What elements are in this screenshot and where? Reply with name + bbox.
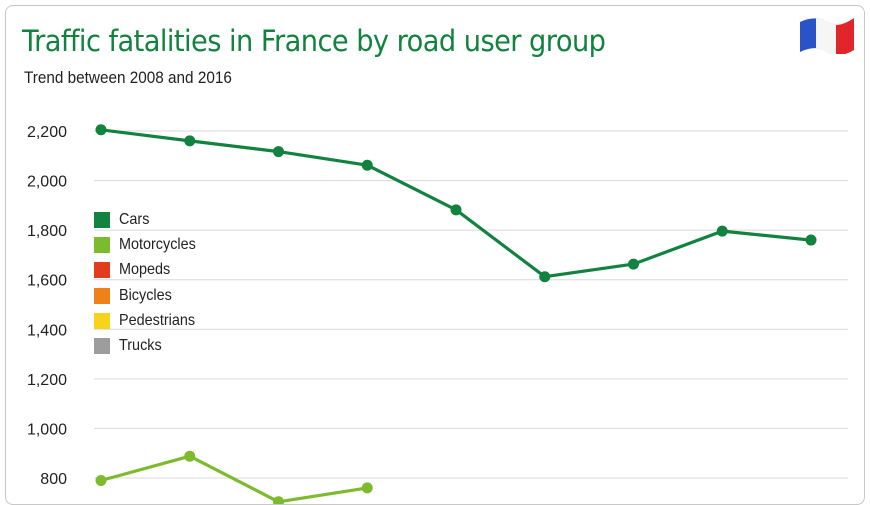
y-tick-label: 1,000: [27, 421, 67, 438]
y-tick-label: 2,200: [27, 124, 67, 141]
y-tick-label: 1,200: [27, 372, 67, 389]
legend-item-bicycles: Bicycles: [94, 283, 204, 308]
y-tick-label: 800: [40, 471, 67, 488]
y-tick-label: 1,800: [27, 223, 67, 240]
gridlines: [94, 130, 848, 479]
chart-frame: Traffic fatalities in France by road use…: [5, 5, 865, 505]
chart-subtitle: Trend between 2008 and 2016: [24, 68, 232, 87]
legend-swatch: [94, 312, 110, 329]
series-line-cars: [100, 128, 812, 279]
y-axis-ticks: 800 1,000 1,200 1,400 1,600 1,800 2,000 2,200: [27, 124, 67, 488]
legend-item-cars: Cars: [94, 207, 204, 232]
data-point-motorcycles-2008: [95, 474, 107, 486]
y-tick-label: 1,600: [27, 273, 67, 290]
data-point-motorcycles-2009: [184, 450, 196, 462]
y-tick-label: 1,400: [27, 322, 67, 339]
data-point-cars-2015: [716, 225, 728, 237]
data-point-cars-2014: [628, 258, 639, 270]
data-point-cars-2011: [361, 159, 373, 171]
legend-label: Pedestrians: [119, 311, 196, 329]
france-flag-icon: [800, 17, 854, 54]
series-lines: [100, 128, 812, 504]
legend-label: Bicycles: [119, 286, 172, 304]
series-line-motorcycles: [100, 454, 368, 504]
chart-title: Traffic fatalities in France by road use…: [22, 24, 606, 58]
legend-swatch: [94, 211, 110, 228]
chart-legend: Cars Motorcycles Mopeds Bicycles Pedestrians…: [94, 207, 204, 359]
legend-item-pedestrians: Pedestrians: [94, 308, 204, 333]
legend-label: Cars: [119, 210, 150, 228]
data-point-cars-2010: [273, 146, 284, 158]
legend-item-trucks: Trucks: [94, 333, 204, 358]
legend-item-mopeds: Mopeds: [94, 258, 204, 283]
data-point-cars-2009: [184, 135, 196, 147]
data-point-cars-2013: [539, 271, 551, 283]
data-point-cars-2016: [805, 234, 817, 246]
legend-item-motorcycles: Motorcycles: [94, 232, 204, 257]
line-chart: 800 1,000 1,200 1,400 1,600 1,800 2,000 2,200: [27, 124, 848, 504]
legend-label: Trucks: [119, 337, 162, 355]
legend-swatch: [94, 287, 110, 304]
data-point-cars-2012: [450, 204, 462, 216]
data-point-cars-2008: [95, 124, 107, 136]
legend-label: Motorcycles: [119, 235, 196, 253]
data-point-motorcycles-2011: [361, 482, 373, 494]
legend-swatch: [94, 236, 110, 253]
legend-label: Mopeds: [119, 261, 171, 279]
data-point-motorcycles-2010: [273, 496, 284, 504]
legend-swatch: [94, 262, 110, 279]
y-tick-label: 2,000: [27, 174, 67, 191]
legend-swatch: [94, 338, 110, 355]
